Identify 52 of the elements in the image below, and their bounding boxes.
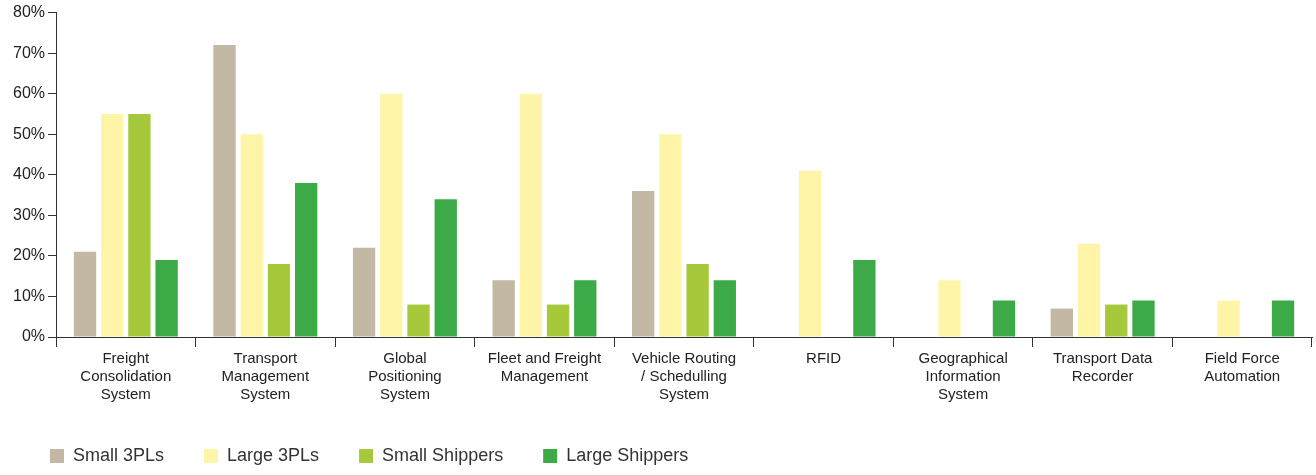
legend-label: Large 3PLs [227,444,320,465]
bar [1217,300,1240,337]
x-tick-label: Vehicle Routing / Schedulling System [631,349,737,403]
bar [1271,300,1295,337]
x-tick-label: Transport Data Recorder [1052,349,1154,385]
bar [407,304,430,337]
x-tick-label: Field Force Automation [1204,349,1281,385]
y-tick-label: 30% [12,205,46,223]
y-tick-label: 60% [12,84,46,102]
bar [574,280,597,337]
x-tick-label: Fleet and Freight Management [487,349,602,385]
legend-label: Small 3PLs [73,444,165,465]
bar [659,134,682,337]
x-tick-label: Global Positioning System [368,349,442,403]
bar [155,259,178,337]
x-tick-label: Transport Management System [221,349,310,403]
bar [492,280,515,337]
bar [240,134,263,337]
bar [213,45,236,337]
bar [798,170,822,337]
bar [519,93,543,337]
bar [267,264,291,337]
bar [992,300,1016,337]
legend-label: Large Shippers [566,444,689,465]
x-tick-label: Freight Consolidation System [80,349,172,403]
bar [1132,300,1155,337]
bar [713,280,736,337]
y-tick-label: 20% [12,246,46,264]
bar [380,93,403,337]
bar [938,280,961,337]
bar [128,113,151,337]
bar [632,191,655,337]
bar [853,259,876,337]
bar [352,247,376,337]
bar [295,182,318,337]
bar [546,304,570,337]
bar [73,251,97,337]
y-tick-label: 10% [12,286,46,304]
bar [101,113,124,337]
y-tick-label: 70% [12,43,46,61]
x-tick-label: RFID [806,349,842,367]
legend-label: Small Shippers [382,444,504,465]
y-tick-label: 80% [12,3,46,21]
bar [434,199,457,337]
bar [1050,308,1074,337]
y-tick-label: 40% [12,165,46,183]
y-tick-label: 0% [21,327,46,345]
bar [1077,243,1101,337]
x-tick-label: Geographical Information System [918,349,1008,403]
bar [1105,304,1128,337]
y-tick-label: 50% [12,124,46,142]
bar [686,264,709,337]
